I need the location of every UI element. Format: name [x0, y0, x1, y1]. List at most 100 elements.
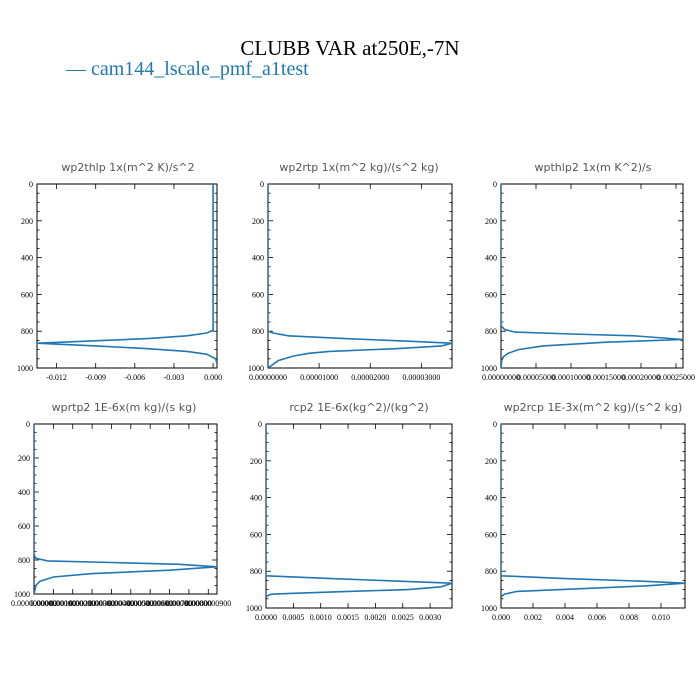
plot-frame — [267, 183, 453, 369]
y-tick-label: 0 — [258, 420, 262, 429]
series-line — [501, 184, 683, 368]
x-tick-label: -0.012 — [46, 373, 67, 382]
plot-frame — [36, 183, 218, 369]
x-tick-label: 0.0005 — [282, 613, 304, 622]
y-tick-label: 400 — [250, 494, 262, 503]
x-tick-label: 0.008 — [620, 613, 638, 622]
y-tick-label: 0 — [26, 420, 30, 429]
y-tick-label: 400 — [252, 254, 264, 263]
y-tick-label: 600 — [252, 290, 264, 299]
x-tick-label: 0.0000000900 — [185, 599, 231, 608]
y-tick-label: 600 — [18, 522, 30, 531]
panel-title: rcp2 1E-6x(kg^2)/(kg^2) — [289, 401, 428, 414]
y-tick-label: 0 — [493, 420, 497, 429]
y-tick-label: 600 — [485, 530, 497, 539]
x-tick-label: 0.0000 — [255, 613, 277, 622]
panel-title: wprtp2 1E-6x(m kg)/(s kg) — [52, 401, 197, 414]
x-tick-label: 0.0000000500 — [108, 599, 154, 608]
series-line — [34, 424, 217, 594]
panel-2: wp2rtp 1x(m^2 kg)/(s^2 kg) 0 200 400 600 800 1… — [248, 161, 453, 382]
y-tick-label: 1000 — [246, 604, 262, 613]
legend: — cam144_lscale_pmf_a1test — [66, 58, 309, 81]
page-title: CLUBB VAR at250E,-7N — [240, 36, 460, 60]
x-tick-label: 0.0020 — [364, 613, 386, 622]
y-tick-label: 600 — [485, 290, 497, 299]
panel-title: wpthlp2 1x(m K^2)/s — [535, 161, 652, 174]
x-tick-label: 0.00003000 — [402, 373, 440, 382]
x-tick-label: 0.006 — [588, 613, 606, 622]
y-tick-label: 1000 — [481, 604, 497, 613]
panel-3: wpthlp2 1x(m K^2)/s020040060080010000.00… — [481, 161, 695, 382]
x-tick-label: 0.0000000600 — [127, 599, 173, 608]
x-tick-label: 0.0000000000 — [11, 599, 57, 608]
y-tick-label: 400 — [18, 488, 30, 497]
x-tick-label: 0.00000000 — [249, 373, 287, 382]
x-tick-label: 0.00005000 — [517, 373, 555, 382]
x-tick-label: 0.0000000100 — [30, 599, 76, 608]
x-tick-label: 0.0000000400 — [88, 599, 134, 608]
y-tick-label: 200 — [485, 457, 497, 466]
x-tick-label: 0.00001000 — [300, 373, 338, 382]
y-tick-label: 800 — [252, 327, 264, 336]
panel-title: wp2thlp 1x(m^2 K)/s^2 — [61, 161, 194, 174]
x-tick-label: 0.00002000 — [351, 373, 389, 382]
x-tick-label: 0.00000000 — [482, 373, 520, 382]
y-tick-label: 400 — [485, 254, 497, 263]
y-tick-label: 200 — [21, 217, 33, 226]
x-tick-label: -0.009 — [85, 373, 106, 382]
x-tick-label: 0.004 — [556, 613, 574, 622]
y-tick-label: 600 — [250, 530, 262, 539]
plot-frame — [500, 423, 686, 609]
series-line — [501, 424, 685, 598]
x-tick-label: 0.000 — [204, 373, 222, 382]
panel-5: rcp2 1E-6x(kg^2)/(kg^2) 0 200 400 600 800 1000… — [246, 401, 453, 622]
x-tick-label: 0.0000000300 — [69, 599, 115, 608]
x-tick-label: 0.00010000 — [552, 373, 590, 382]
y-tick-label: 200 — [252, 217, 264, 226]
y-tick-label: 1000 — [248, 364, 264, 373]
series-line — [268, 184, 452, 368]
x-tick-label: 0.00025000 — [657, 373, 695, 382]
y-tick-label: 800 — [250, 567, 262, 576]
y-tick-label: 0 — [260, 180, 264, 189]
x-tick-label: 0.000 — [492, 613, 510, 622]
y-tick-label: 400 — [485, 494, 497, 503]
x-tick-label: 0.00020000 — [622, 373, 660, 382]
x-tick-label: 0.0015 — [337, 613, 359, 622]
x-tick-label: -0.003 — [164, 373, 185, 382]
series-line — [266, 424, 452, 598]
legend-line-icon: — — [66, 58, 86, 80]
panel-title: wp2rcp 1E-3x(m^2 kg)/(s^2 kg) — [504, 401, 683, 414]
x-tick-label: 0.00015000 — [587, 373, 625, 382]
series-line — [37, 184, 217, 364]
y-tick-label: 0 — [493, 180, 497, 189]
y-tick-label: 1000 — [14, 590, 30, 599]
x-tick-label: 0.0025 — [392, 613, 414, 622]
y-tick-label: 200 — [18, 454, 30, 463]
legend-label: cam144_lscale_pmf_a1test — [91, 58, 309, 80]
panel-4: wprtp2 1E-6x(m kg)/(s kg) 0 200 400 600 800 10… — [11, 401, 231, 608]
x-tick-label: 0.002 — [524, 613, 542, 622]
x-tick-label: 0.0000000200 — [50, 599, 96, 608]
y-tick-label: 0 — [29, 180, 33, 189]
y-tick-label: 1000 — [17, 364, 33, 373]
x-tick-label: -0.006 — [124, 373, 145, 382]
y-tick-label: 200 — [250, 457, 262, 466]
panel-title: wp2rtp 1x(m^2 kg)/(s^2 kg) — [279, 161, 438, 174]
y-tick-label: 800 — [18, 556, 30, 565]
x-tick-label: 0.0010 — [310, 613, 332, 622]
x-tick-label: 0.0000000800 — [166, 599, 212, 608]
y-tick-label: 800 — [21, 327, 33, 336]
y-tick-label: 600 — [21, 290, 33, 299]
panel-6: wp2rcp 1E-3x(m^2 kg)/(s^2 kg) 0 200 400 600 8… — [481, 401, 686, 622]
y-tick-label: 200 — [485, 217, 497, 226]
y-tick-label: 1000 — [481, 364, 497, 373]
panel-1: wp2thlp 1x(m^2 K)/s^2 0 200 400 600 800 1000 -0… — [17, 161, 222, 382]
x-tick-label: 0.0030 — [419, 613, 441, 622]
y-tick-label: 800 — [485, 327, 497, 336]
y-tick-label: 400 — [21, 254, 33, 263]
y-tick-label: 800 — [485, 567, 497, 576]
x-tick-label: 0.0000000700 — [147, 599, 193, 608]
x-tick-label: 0.010 — [652, 613, 670, 622]
